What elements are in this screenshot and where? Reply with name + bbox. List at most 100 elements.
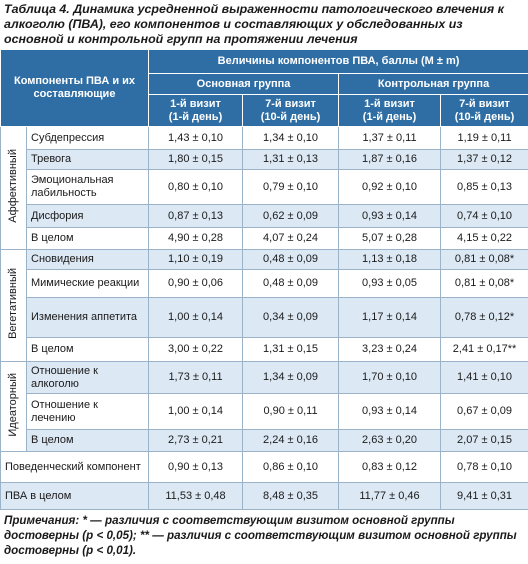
row-label: Сновидения [27,250,149,270]
caption-text: Динамика усредненной выраженности патоло… [4,2,504,46]
value-cell: 0,90 ± 0,13 [149,452,243,483]
header-group: Основная группа [149,74,339,95]
value-cell: 0,86 ± 0,10 [243,452,339,483]
row-label: Отношение к лечению [27,394,149,430]
visit-day: (1-й день) [152,111,239,124]
value-cell: 0,74 ± 0,10 [441,205,528,228]
value-cell: 8,48 ± 0,35 [243,483,339,510]
value-cell: 0,48 ± 0,09 [243,270,339,298]
value-cell: 0,90 ± 0,06 [149,270,243,298]
value-cell: 1,31 ± 0,15 [243,338,339,362]
value-cell: 1,70 ± 0,10 [339,362,441,394]
value-cell: 2,07 ± 0,15 [441,430,528,452]
section-label: Вегетативный [1,250,27,362]
value-cell: 0,79 ± 0,10 [243,170,339,205]
value-cell: 0,93 ± 0,14 [339,205,441,228]
value-cell: 1,34 ± 0,10 [243,127,339,150]
value-cell: 2,63 ± 0,20 [339,430,441,452]
value-cell: 4,15 ± 0,22 [441,228,528,250]
value-cell: 1,19 ± 0,11 [441,127,528,150]
notes: Примечания: * — различия с соответствующ… [4,513,524,558]
value-cell: 0,85 ± 0,13 [441,170,528,205]
value-cell: 1,13 ± 0,18 [339,250,441,270]
caption: Таблица 4. Динамика усредненной выраженн… [4,2,524,49]
value-cell: 5,07 ± 0,28 [339,228,441,250]
value-cell: 2,73 ± 0,21 [149,430,243,452]
value-cell: 0,81 ± 0,08* [441,270,528,298]
value-cell: 4,07 ± 0,24 [243,228,339,250]
section-text: Аффективный [7,149,20,223]
value-cell: 1,37 ± 0,12 [441,150,528,170]
row-label: Дисфория [27,205,149,228]
section-text: Идеаторный [7,373,20,437]
header-span: Величины компонентов ПВА, баллы (M ± m) [149,50,528,74]
header-visit: 7-й визит(10-й день) [441,95,528,127]
notes-label: Примечания: [4,514,79,527]
value-cell: 1,41 ± 0,10 [441,362,528,394]
value-cell: 9,41 ± 0,31 [441,483,528,510]
visit-label: 7-й визит [444,98,525,111]
value-cell: 2,24 ± 0,16 [243,430,339,452]
value-cell: 0,48 ± 0,09 [243,250,339,270]
caption-label: Таблица 4. [4,2,70,16]
value-cell: 0,78 ± 0,12* [441,298,528,338]
value-cell: 4,90 ± 0,28 [149,228,243,250]
header-visit: 1-й визит(1-й день) [149,95,243,127]
visit-label: 1-й визит [152,98,239,111]
row-label: В целом [27,228,149,250]
value-cell: 3,00 ± 0,22 [149,338,243,362]
value-cell: 0,81 ± 0,08* [441,250,528,270]
visit-label: 1-й визит [342,98,437,111]
row-label: В целом [27,338,149,362]
value-cell: 0,78 ± 0,10 [441,452,528,483]
value-cell: 0,80 ± 0,10 [149,170,243,205]
header-group: Контрольная группа [339,74,528,95]
row-label: Изменения аппетита [27,298,149,338]
row-label: В целом [27,430,149,452]
header-visit: 7-й визит(10-й день) [243,95,339,127]
value-cell: 0,67 ± 0,09 [441,394,528,430]
value-cell: 1,00 ± 0,14 [149,298,243,338]
section-text: Вегетативный [7,268,20,339]
value-cell: 0,93 ± 0,14 [339,394,441,430]
value-cell: 1,31 ± 0,13 [243,150,339,170]
header-visit: 1-й визит(1-й день) [339,95,441,127]
value-cell: 2,41 ± 0,17** [441,338,528,362]
value-cell: 1,17 ± 0,14 [339,298,441,338]
visit-day: (1-й день) [342,111,437,124]
row-label: Мимические реакции [27,270,149,298]
row-label: Поведенческий компонент [1,452,149,483]
visit-day: (10-й день) [246,111,335,124]
value-cell: 0,87 ± 0,13 [149,205,243,228]
value-cell: 1,73 ± 0,11 [149,362,243,394]
section-label: Аффективный [1,127,27,250]
row-label: Отношение к алкоголю [27,362,149,394]
value-cell: 3,23 ± 0,24 [339,338,441,362]
value-cell: 1,87 ± 0,16 [339,150,441,170]
value-cell: 11,53 ± 0,48 [149,483,243,510]
header-measure: Компоненты ПВА и их составляющие [1,50,149,127]
value-cell: 0,34 ± 0,09 [243,298,339,338]
value-cell: 1,43 ± 0,10 [149,127,243,150]
visit-day: (10-й день) [444,111,525,124]
row-label: Субдепрессия [27,127,149,150]
row-label: Тревога [27,150,149,170]
value-cell: 11,77 ± 0,46 [339,483,441,510]
value-cell: 1,34 ± 0,09 [243,362,339,394]
notes-text: * — различия с соответствующим визитом о… [4,514,517,557]
section-label: Идеаторный [1,362,27,452]
row-label: ПВА в целом [1,483,149,510]
